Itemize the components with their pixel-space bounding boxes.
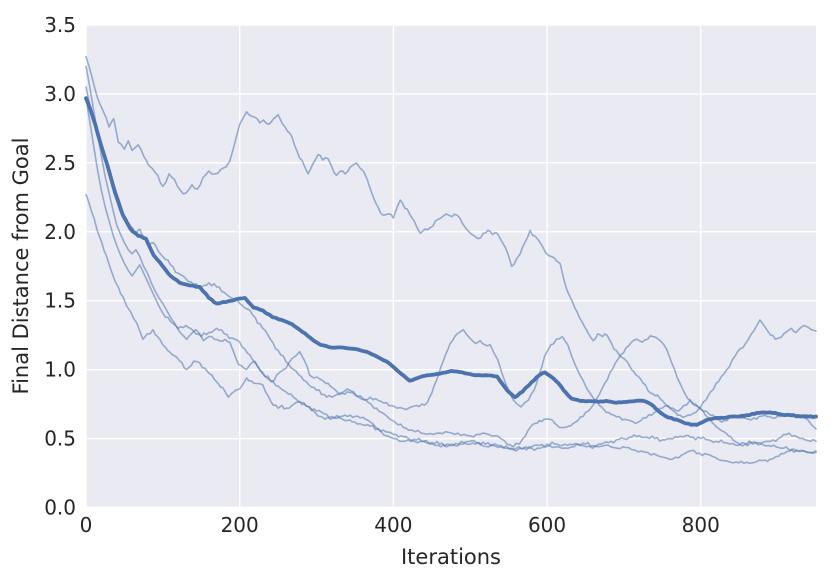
y-tick-label: 0.0: [44, 496, 76, 520]
y-tick-label: 2.5: [44, 151, 76, 175]
y-tick-label: 1.5: [44, 289, 76, 313]
x-tick-label: 0: [80, 513, 93, 537]
x-tick-labels: 0 200 400 600 800: [80, 513, 720, 537]
x-tick-label: 600: [528, 513, 566, 537]
y-tick-label: 2.0: [44, 220, 76, 244]
series-run-2: [85, 193, 817, 465]
gridlines: [85, 24, 816, 509]
x-tick-label: 200: [221, 513, 259, 537]
plot-area: [86, 25, 816, 508]
x-tick-label: 400: [374, 513, 412, 537]
y-tick-labels: 0.0 0.5 1.0 1.5 2.0 2.5 3.0 3.5: [44, 13, 76, 520]
y-tick-label: 3.0: [44, 82, 76, 106]
series-lines: [84, 55, 818, 465]
y-tick-label: 3.5: [44, 13, 76, 37]
x-axis-label: Iterations: [401, 545, 501, 569]
y-axis-label: Final Distance from Goal: [9, 138, 33, 395]
series-run-1: [85, 55, 817, 419]
series-mean: [84, 96, 818, 427]
y-tick-label: 1.0: [44, 358, 76, 382]
y-tick-label: 0.5: [44, 427, 76, 451]
series-run-5: [85, 97, 817, 455]
x-tick-label: 800: [682, 513, 720, 537]
